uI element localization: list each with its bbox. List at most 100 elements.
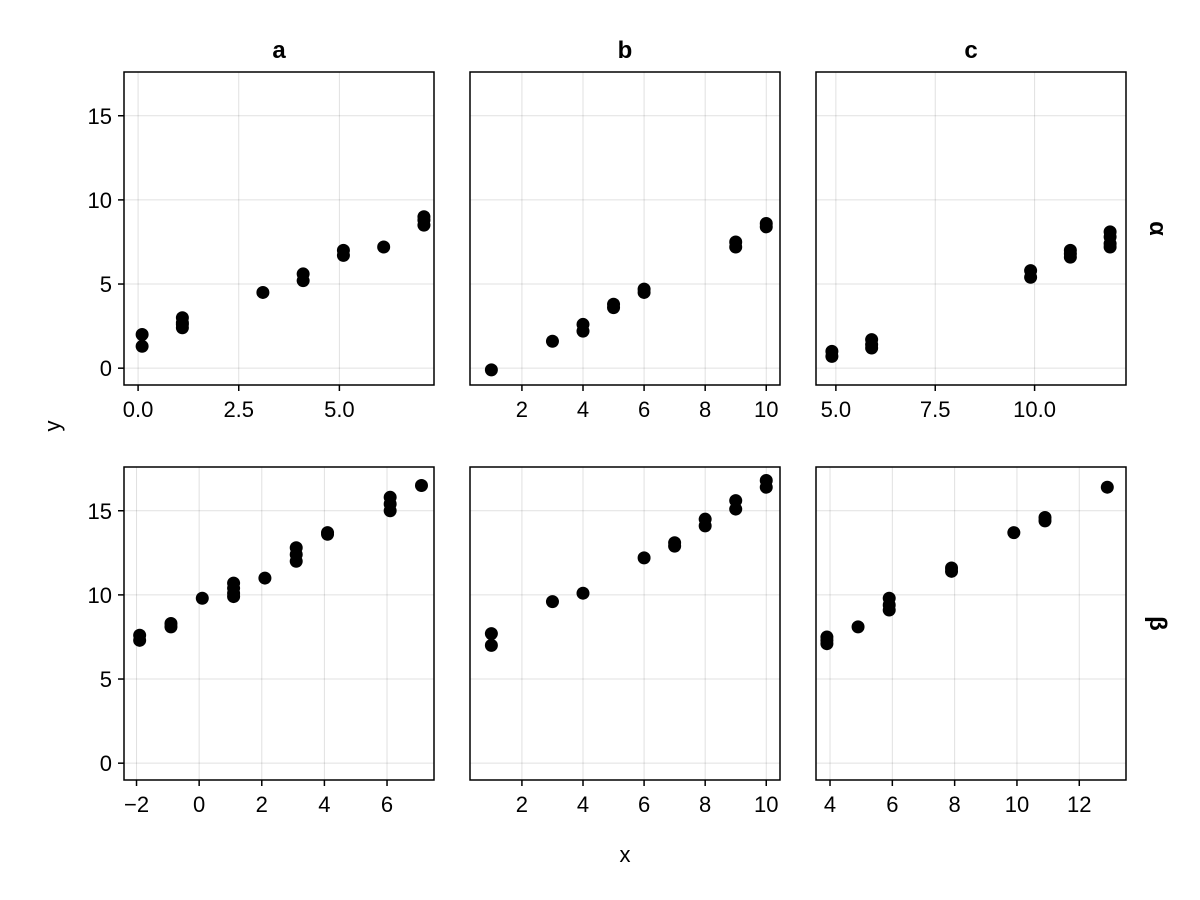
data-point — [336, 248, 350, 262]
x-tick-label: 2 — [516, 397, 528, 422]
data-point — [414, 479, 428, 493]
x-tick-label: 10.0 — [1013, 397, 1056, 422]
y-tick-label: 0 — [100, 356, 112, 381]
y-tick-label: 15 — [88, 499, 112, 524]
panel-β-b: 2 4 6 8 10 — [469, 466, 781, 817]
data-point — [882, 603, 896, 617]
data-point — [729, 502, 743, 516]
data-point — [195, 591, 209, 605]
data-point — [377, 240, 391, 254]
x-tick-label: 8 — [699, 397, 711, 422]
data-point — [865, 341, 879, 355]
data-point — [729, 240, 743, 254]
data-point — [484, 627, 498, 641]
x-tick-label: 7.5 — [920, 397, 951, 422]
panel-frame — [815, 466, 1127, 781]
data-point — [1100, 480, 1114, 494]
data-point — [576, 586, 590, 600]
data-point — [825, 349, 839, 363]
data-point — [759, 480, 773, 494]
column-label-a: a — [272, 37, 286, 64]
row-label-1: β — [1144, 616, 1171, 631]
x-tick-label: 4 — [318, 792, 330, 817]
data-point — [545, 334, 559, 348]
x-tick-label: 2 — [256, 792, 268, 817]
x-tick-label: −2 — [124, 792, 149, 817]
panel-frame — [469, 71, 781, 386]
x-tick-label: 4 — [577, 397, 589, 422]
x-tick-label: 4 — [824, 792, 836, 817]
panel-frame — [123, 466, 435, 781]
data-point — [321, 527, 335, 541]
x-tick-label: 8 — [699, 792, 711, 817]
x-axis-title: x — [620, 842, 631, 867]
panel-β-a: −2 0 2 4 6 0 5 10 15 — [88, 466, 435, 817]
data-point — [135, 339, 149, 353]
x-tick-label: 10 — [1005, 792, 1029, 817]
data-point — [1063, 250, 1077, 264]
data-point — [133, 633, 147, 647]
panel-α-a: 0.0 2.5 5.0 0 5 10 15 — [88, 71, 435, 422]
x-tick-label: 4 — [577, 792, 589, 817]
panel-α-c: 5.0 7.5 10.0 — [815, 71, 1127, 422]
panel-frame — [469, 466, 781, 781]
data-point — [484, 363, 498, 377]
data-point — [484, 638, 498, 652]
panel-β-c: 4 6 8 10 12 — [815, 466, 1127, 817]
y-tick-label: 10 — [88, 583, 112, 608]
y-tick-label: 5 — [100, 667, 112, 692]
x-tick-label: 6 — [886, 792, 898, 817]
data-point — [545, 595, 559, 609]
x-tick-label: 12 — [1067, 792, 1091, 817]
x-tick-label: 8 — [949, 792, 961, 817]
data-point — [637, 551, 651, 565]
x-tick-label: 2.5 — [223, 397, 254, 422]
x-tick-label: 10 — [754, 792, 778, 817]
data-point — [289, 554, 303, 568]
data-point — [1024, 270, 1038, 284]
data-point — [256, 285, 270, 299]
data-point — [820, 637, 834, 651]
panel-frame — [123, 71, 435, 386]
data-point — [668, 539, 682, 553]
panel-frame — [815, 71, 1127, 386]
data-point — [296, 274, 310, 288]
x-tick-label: 6 — [638, 792, 650, 817]
data-point — [759, 220, 773, 234]
y-tick-label: 5 — [100, 272, 112, 297]
x-tick-label: 5.0 — [324, 397, 355, 422]
x-tick-label: 0.0 — [123, 397, 154, 422]
x-tick-label: 6 — [381, 792, 393, 817]
data-point — [1103, 240, 1117, 254]
x-tick-label: 5.0 — [821, 397, 852, 422]
x-tick-label: 2 — [516, 792, 528, 817]
data-point — [383, 504, 397, 518]
data-point — [135, 328, 149, 342]
y-tick-label: 10 — [88, 188, 112, 213]
column-label-b: b — [618, 37, 633, 64]
data-point — [637, 285, 651, 299]
y-tick-label: 0 — [100, 751, 112, 776]
data-point — [607, 301, 621, 315]
data-point — [175, 317, 189, 331]
x-tick-label: 6 — [638, 397, 650, 422]
panels-layer: a b c α β 0.0 2.5 5.0 0 5 10 15 2 4 6 8 10 5.0 7.5 10.0 −2 0 2… — [88, 37, 1171, 817]
data-point — [945, 564, 959, 578]
y-tick-label: 15 — [88, 104, 112, 129]
data-point — [851, 620, 865, 634]
data-point — [1038, 514, 1052, 528]
column-label-c: c — [964, 37, 977, 64]
data-point — [164, 620, 178, 634]
row-label-0: α — [1144, 221, 1171, 236]
data-point — [576, 324, 590, 338]
data-point — [258, 571, 272, 585]
data-point — [698, 519, 712, 533]
data-point — [1007, 526, 1021, 540]
panel-α-b: 2 4 6 8 10 — [469, 71, 781, 422]
x-tick-label: 10 — [754, 397, 778, 422]
x-tick-label: 0 — [193, 792, 205, 817]
data-point — [417, 218, 431, 232]
y-axis-title: y — [40, 421, 65, 432]
data-point — [227, 590, 241, 604]
